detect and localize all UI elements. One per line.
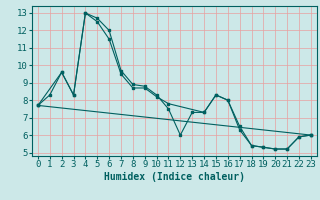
X-axis label: Humidex (Indice chaleur): Humidex (Indice chaleur) (104, 172, 245, 182)
